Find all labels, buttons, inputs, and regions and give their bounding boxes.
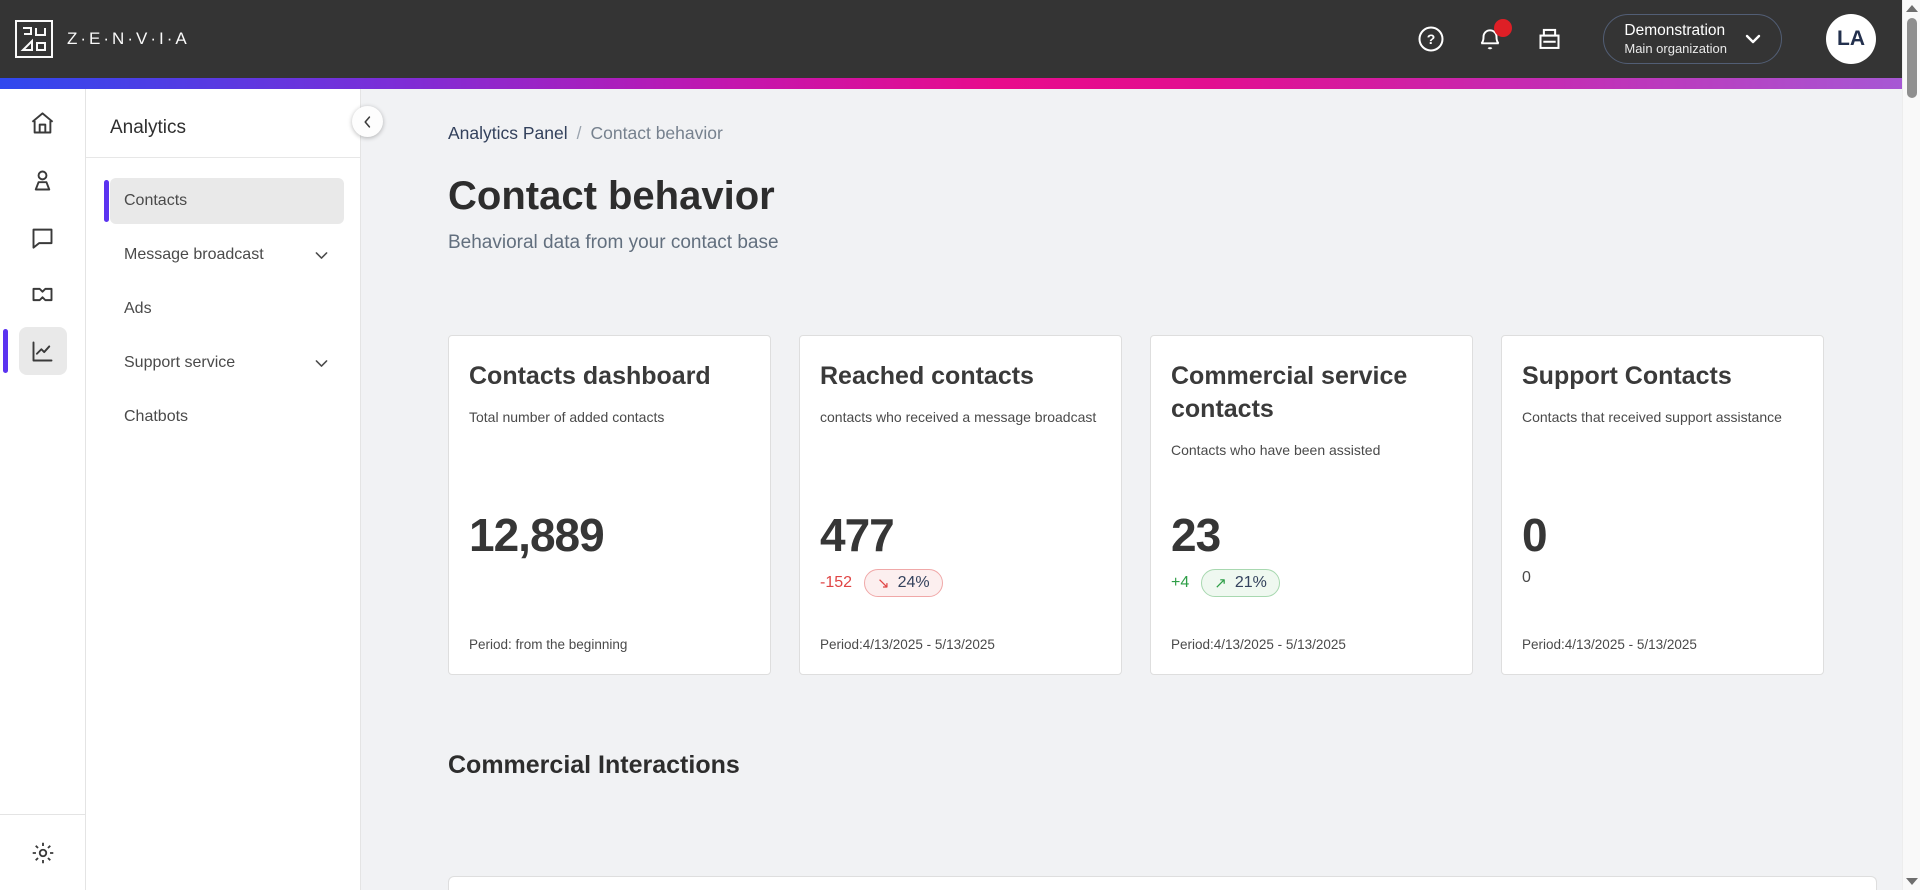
breadcrumb: Analytics Panel / Contact behavior <box>448 123 1920 144</box>
topbar-actions: ? Demonstration Main <box>1385 14 1876 64</box>
arrow-down-right-icon: ↘ <box>877 575 890 592</box>
org-sub-label: Main organization <box>1624 41 1727 56</box>
sidebar-item-ads[interactable]: Ads <box>110 286 344 332</box>
sidebar-divider <box>86 157 360 158</box>
card-subtitle: Contacts who have been assisted <box>1171 442 1381 458</box>
org-switcher[interactable]: Demonstration Main organization <box>1603 14 1782 64</box>
trend-badge-down: ↘ 24% <box>864 569 943 597</box>
notification-badge-dot <box>1494 19 1513 37</box>
org-switcher-labels: Demonstration Main organization <box>1624 21 1727 57</box>
chevron-down-icon <box>1745 34 1761 44</box>
icon-rail <box>0 89 86 890</box>
card-subtitle: Contacts that received support assistanc… <box>1522 409 1782 425</box>
sidebar-nav: Contacts Message broadcast Ads Support s… <box>86 158 360 440</box>
card-value: 23 <box>1171 509 1221 561</box>
card-title: Reached contacts <box>820 362 1034 390</box>
card-reached-contacts: Reached contacts contacts who received a… <box>799 335 1122 675</box>
sidebar-title: Analytics <box>110 117 187 138</box>
printer-icon <box>1539 28 1560 49</box>
chevron-down-icon <box>315 359 328 367</box>
badge-percent: 24% <box>897 574 930 591</box>
breadcrumb-analytics-panel[interactable]: Analytics Panel <box>448 123 568 143</box>
chevron-left-icon <box>363 115 370 128</box>
svg-text:?: ? <box>1427 31 1436 47</box>
card-title: Support Contacts <box>1522 362 1732 390</box>
print-button[interactable] <box>1536 26 1563 53</box>
zenvia-logo-icon <box>15 20 53 58</box>
sidebar-item-chatbots[interactable]: Chatbots <box>110 394 344 440</box>
scrollbar-thumb[interactable] <box>1906 18 1917 98</box>
card-value: 0 <box>1522 509 1548 561</box>
home-icon <box>31 111 54 133</box>
card-period: Period:4/13/2025 - 5/13/2025 <box>1171 637 1346 652</box>
brand-wordmark: Z·E·N·V·I·A <box>67 29 190 48</box>
rail-item-tickets[interactable] <box>19 270 67 318</box>
sidebar-item-message-broadcast[interactable]: Message broadcast <box>110 232 344 278</box>
card-value: 477 <box>820 509 895 561</box>
line-chart-icon <box>32 341 53 361</box>
rail-item-contacts[interactable] <box>19 156 67 204</box>
scroll-down-arrow-icon[interactable] <box>1906 878 1918 885</box>
delta-value: +4 <box>1171 574 1190 591</box>
page-title: Contact behavior <box>448 174 775 218</box>
delta-value: -152 <box>820 574 853 591</box>
delta-value: 0 <box>1522 569 1531 586</box>
arrow-up-right-icon: ↗ <box>1214 575 1227 592</box>
ticket-icon <box>32 287 53 301</box>
section-heading-commercial-interactions: Commercial Interactions <box>448 751 740 779</box>
scroll-up-arrow-icon[interactable] <box>1906 5 1918 12</box>
card-delta-row: -152 ↘ 24% <box>820 569 943 597</box>
card-title: Contacts dashboard <box>469 362 711 390</box>
card-commercial-service-contacts: Commercial service contacts Contacts who… <box>1150 335 1473 675</box>
top-bar: Z·E·N·V·I·A ? <box>0 0 1920 78</box>
card-support-contacts: Support Contacts Contacts that received … <box>1501 335 1824 675</box>
sidebar-item-contacts[interactable]: Contacts <box>104 178 344 224</box>
card-period: Period:4/13/2025 - 5/13/2025 <box>1522 637 1697 652</box>
chevron-down-icon <box>315 251 328 259</box>
sidebar-collapse-button[interactable] <box>352 106 383 137</box>
notifications-button[interactable] <box>1477 19 1513 52</box>
badge-percent: 21% <box>1234 574 1267 591</box>
card-delta-row: +4 ↗ 21% <box>1171 569 1280 597</box>
main-content: Analytics Panel / Contact behavior Conta… <box>361 89 1920 890</box>
sidebar-item-label: Ads <box>124 300 152 317</box>
bell-icon <box>1481 29 1500 50</box>
user-avatar[interactable]: LA <box>1826 14 1876 64</box>
sidebar-item-label: Contacts <box>124 192 188 209</box>
card-value: 12,889 <box>469 509 605 561</box>
card-subtitle: contacts who received a message broadcas… <box>820 409 1097 425</box>
vertical-scrollbar[interactable] <box>1902 0 1920 890</box>
card-delta-row: 0 <box>1522 569 1531 587</box>
chat-bubble-icon <box>32 228 53 249</box>
card-period: Period:4/13/2025 - 5/13/2025 <box>820 637 995 652</box>
rail-footer <box>0 814 86 890</box>
sidebar-item-label: Message broadcast <box>124 246 264 263</box>
card-subtitle: Total number of added contacts <box>469 409 665 425</box>
sidebar-item-label: Chatbots <box>124 408 189 425</box>
card-title: Commercial service contacts <box>1171 362 1408 423</box>
person-icon <box>34 170 51 190</box>
breadcrumb-current: Contact behavior <box>590 123 723 143</box>
commercial-interactions-panel-top <box>448 876 1877 890</box>
rail-item-analytics[interactable] <box>2 327 67 375</box>
rail-item-home[interactable] <box>19 99 67 147</box>
app-body: Analytics Contacts Message broadcast Ads… <box>0 89 1920 890</box>
brand-gradient-bar <box>0 78 1920 89</box>
settings-button[interactable] <box>30 840 56 866</box>
help-button[interactable]: ? <box>1418 26 1444 52</box>
org-name: Demonstration <box>1624 22 1726 39</box>
sidebar-item-support-service[interactable]: Support service <box>110 340 344 386</box>
trend-badge-up: ↗ 21% <box>1201 569 1280 597</box>
brand-logo[interactable]: Z·E·N·V·I·A <box>14 19 190 59</box>
gear-icon <box>32 842 53 863</box>
card-period: Period: from the beginning <box>469 637 628 652</box>
sidebar-item-label: Support service <box>124 354 236 371</box>
breadcrumb-separator: / <box>576 123 582 143</box>
analytics-sidebar: Analytics Contacts Message broadcast Ads… <box>86 89 361 890</box>
card-contacts-dashboard: Contacts dashboard Total number of added… <box>448 335 771 675</box>
help-icon: ? <box>1418 26 1444 52</box>
page-subtitle: Behavioral data from your contact base <box>448 232 779 253</box>
rail-item-conversations[interactable] <box>19 213 67 261</box>
